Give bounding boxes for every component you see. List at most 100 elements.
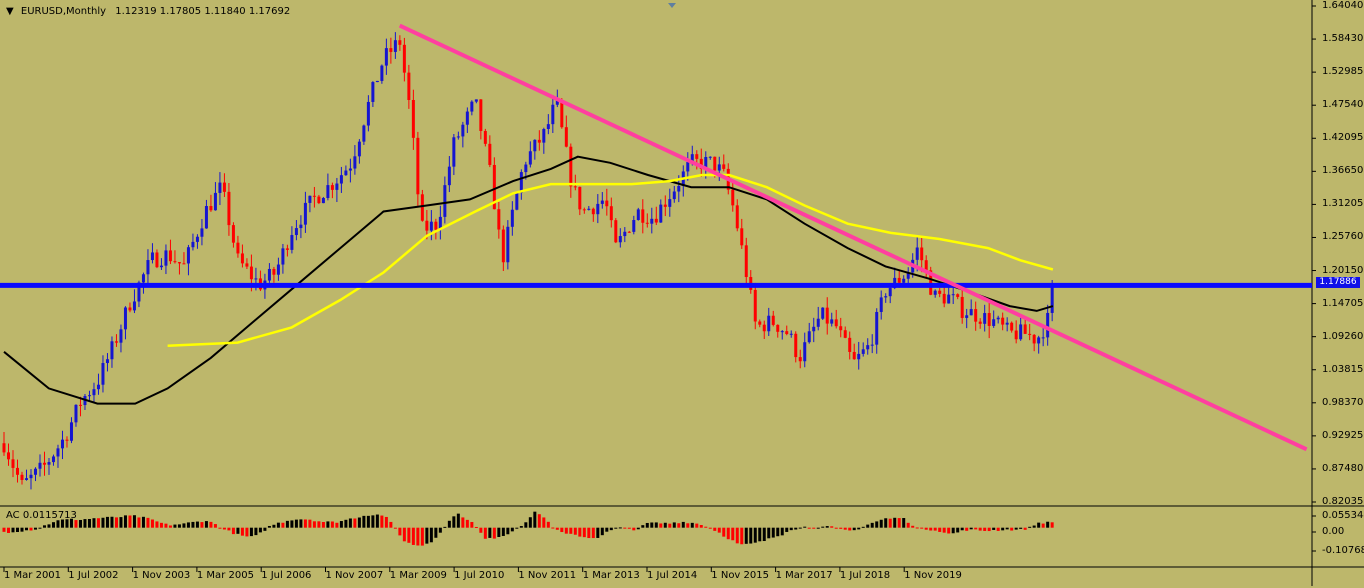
ac-bar: [708, 527, 712, 529]
candle-body: [794, 333, 798, 358]
candle-body: [2, 443, 6, 453]
candle-body: [992, 319, 996, 326]
candle-body: [483, 130, 487, 144]
candle-body: [470, 101, 474, 112]
ac-bar: [551, 527, 555, 529]
candle-body: [555, 100, 559, 105]
ac-bar: [951, 527, 955, 534]
ac-bar: [740, 527, 744, 545]
ac-bar: [623, 527, 627, 529]
ac-bar: [182, 523, 186, 528]
time-tick-label: 1 Jul 2010: [454, 570, 505, 581]
candle-body: [272, 268, 276, 275]
resistance-trendline: [398, 23, 1308, 452]
candle-body: [690, 154, 694, 163]
ac-bar: [213, 524, 217, 528]
candle-body: [542, 128, 546, 143]
candle-body: [753, 289, 757, 322]
candle-body: [704, 156, 708, 169]
candle-body: [177, 262, 181, 264]
candle-body: [114, 341, 118, 343]
ac-bar: [2, 527, 6, 532]
ac-bar: [866, 524, 870, 528]
ac-bar: [137, 517, 141, 528]
ac-bar: [357, 517, 361, 528]
ac-bar: [915, 527, 919, 529]
ac-bar: [312, 521, 316, 528]
ac-bar: [254, 527, 258, 536]
ac-bar: [704, 526, 708, 528]
candle-body: [137, 282, 141, 302]
price-tick-label: 1.64040: [1322, 0, 1364, 11]
ac-bar: [51, 522, 55, 528]
candle-body: [96, 384, 100, 390]
ac-bar: [942, 527, 946, 533]
candle-body: [335, 183, 339, 190]
candle-body: [789, 333, 793, 335]
ac-bar: [119, 517, 123, 528]
price-tick-label: 1.36650: [1322, 165, 1364, 177]
ac-bar: [497, 527, 501, 537]
candle-body: [60, 439, 64, 449]
candle-body: [402, 44, 406, 73]
ac-bar: [249, 527, 253, 537]
ac-bar: [474, 526, 478, 528]
candle-body: [1014, 330, 1018, 340]
candle-body: [141, 274, 145, 283]
ac-bar: [681, 521, 685, 528]
ac-bar: [1028, 526, 1032, 528]
ac-bar: [744, 527, 748, 544]
ac-bar: [101, 517, 105, 528]
ac-bar: [911, 525, 915, 528]
ac-bar: [542, 517, 546, 528]
ac-bar: [938, 527, 942, 532]
candle-body: [222, 182, 226, 192]
ac-bar: [582, 527, 586, 538]
slow-moving-average-line: [3, 155, 1054, 405]
candle-body: [209, 206, 213, 211]
ac-bar: [1050, 522, 1054, 528]
ac-bar: [510, 527, 514, 532]
ac-bar: [321, 521, 325, 528]
candle-body: [767, 315, 771, 332]
ac-bar: [416, 527, 420, 546]
ac-bar: [893, 517, 897, 528]
ac-bar: [528, 517, 532, 528]
ac-bar: [839, 527, 843, 529]
candle-body: [978, 321, 982, 324]
price-tick-label: 1.03815: [1322, 363, 1364, 375]
candle-body: [843, 330, 847, 338]
price-tick-label: 1.25760: [1322, 231, 1364, 243]
time-tick-label: 1 Nov 2003: [132, 570, 191, 581]
candle-body: [596, 203, 600, 215]
candle-body: [861, 349, 865, 354]
candle-body: [51, 456, 55, 463]
ac-bar: [209, 521, 213, 528]
ac-bar: [632, 527, 636, 531]
ac-bar: [614, 527, 618, 529]
ac-bar: [465, 519, 469, 528]
triangle-down-icon[interactable]: ▼: [6, 6, 14, 17]
ac-bar: [560, 527, 564, 533]
ac-tick-label: -0.107685: [1322, 545, 1364, 556]
candle-body: [866, 345, 870, 350]
candle-body: [663, 204, 667, 207]
candle-body: [398, 40, 402, 45]
ac-bar: [1005, 527, 1009, 530]
candle-body: [1010, 322, 1014, 331]
candle-body: [393, 40, 397, 52]
ac-bar: [726, 527, 730, 540]
candle-body: [326, 185, 330, 198]
ac-bar: [668, 523, 672, 528]
ac-bar: [636, 527, 640, 530]
candle-body: [951, 294, 955, 296]
price-tick-label: 1.47540: [1322, 99, 1364, 111]
candle-body: [654, 218, 658, 223]
candle-body: [920, 247, 924, 261]
candle-body: [488, 143, 492, 165]
ac-bar: [42, 525, 46, 528]
indicator-label: AC 0.0115713: [6, 510, 77, 521]
candle-body: [501, 229, 505, 263]
